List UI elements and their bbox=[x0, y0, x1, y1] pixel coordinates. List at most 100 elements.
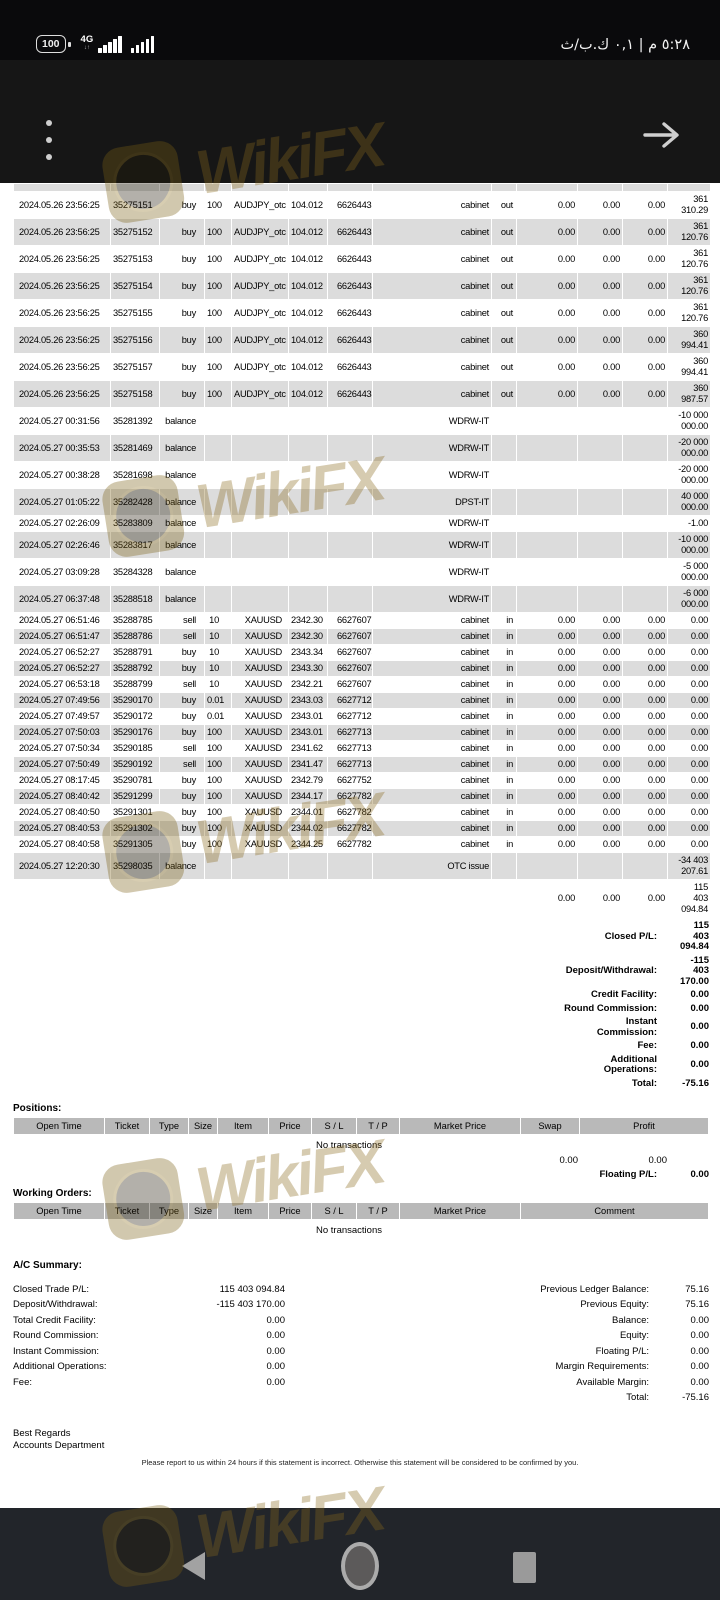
cell-amount: 40 000 000.00 bbox=[668, 489, 710, 515]
ac-value: 0.00 bbox=[690, 1376, 710, 1388]
col-header: Comment bbox=[521, 1203, 708, 1219]
cell-price: 104.012 bbox=[291, 307, 323, 318]
cell-order: 66277136 bbox=[337, 743, 372, 753]
transaction-row: 2024.05.27 03:09:28 35284328 balance WDRW-I… bbox=[14, 559, 710, 585]
signal-bars-icon-1 bbox=[98, 36, 122, 53]
cell-v2: 0.00 bbox=[602, 615, 620, 625]
cell-v3: 0.00 bbox=[647, 743, 665, 753]
ac-label: Margin Requirements: bbox=[555, 1361, 649, 1372]
cell-t: 2024.05.27 00:35:53 bbox=[14, 435, 110, 461]
cell-v2: 0.00 bbox=[602, 253, 620, 264]
cell-comment: cabinet bbox=[373, 821, 491, 836]
recents-icon[interactable] bbox=[513, 1552, 536, 1583]
menu-overflow-icon[interactable] bbox=[46, 120, 54, 171]
transaction-row: 2024.05.26 23:56:25 35275152 buy 100 AUDJPY_… bbox=[14, 219, 710, 245]
cell-amount: 361 120.76 bbox=[668, 219, 710, 245]
transaction-row: 2024.05.27 07:50:03 35290176 buy 100 XAUUSD 2… bbox=[14, 725, 710, 740]
total-value: -75.16 bbox=[682, 1077, 709, 1089]
col-header: Swap bbox=[521, 1118, 579, 1134]
cell-t bbox=[14, 880, 110, 917]
cell-t: 2024.05.27 00:38:28 bbox=[19, 469, 100, 480]
cell-dir: in bbox=[506, 679, 513, 689]
cell-v2: 0.00 bbox=[578, 629, 622, 644]
cell-v1: 0.00 bbox=[557, 679, 575, 689]
ac-label: Balance: bbox=[612, 1314, 649, 1326]
cell-v3: 0.00 bbox=[623, 327, 667, 353]
cell-price bbox=[289, 853, 327, 879]
cell-order bbox=[328, 489, 372, 515]
cell-dir: in bbox=[506, 807, 513, 817]
cell-type: buy bbox=[181, 361, 197, 372]
cell-size bbox=[205, 853, 231, 879]
cell-amount: -20 000 000.00 bbox=[668, 435, 710, 461]
cell-id bbox=[111, 880, 159, 917]
cell-amount: 0.00 bbox=[690, 807, 708, 817]
cell-size bbox=[205, 408, 231, 434]
cell-id: 35281698 bbox=[113, 469, 153, 480]
home-icon[interactable] bbox=[341, 1542, 379, 1590]
cell-v2: 0.00 bbox=[578, 821, 622, 836]
cell-item: XAUUSD bbox=[244, 647, 283, 657]
network-type-indicator: 4G ↓↑ bbox=[81, 35, 94, 53]
cell-size: 100 bbox=[205, 789, 231, 804]
total-label: Instant Commission: bbox=[596, 1016, 657, 1038]
cell-t: 2024.05.27 08:17:45 bbox=[19, 775, 100, 785]
cell-v3 bbox=[623, 853, 667, 879]
cell-id: 35281469 bbox=[111, 435, 159, 461]
cell-size bbox=[205, 586, 231, 612]
cell-amount: 0.00 bbox=[690, 711, 708, 721]
cell-order bbox=[328, 408, 372, 434]
cell-t: 2024.05.27 08:40:53 bbox=[14, 821, 110, 836]
transaction-row: 2024.05.26 23:56:25 35275153 buy 100 AUDJPY_… bbox=[14, 246, 710, 272]
col-header: Price bbox=[269, 1203, 311, 1219]
total-label: Additional Operations: bbox=[603, 1053, 657, 1075]
cell-v1: 0.00 bbox=[557, 711, 575, 721]
cell-amount: 0.00 bbox=[668, 789, 710, 804]
total-label: Credit Facility: bbox=[591, 989, 657, 1000]
status-bar: 100 4G ↓↑ ٥:٢٨ م | ٠,١ ك.ب/ث bbox=[0, 0, 720, 60]
cell-price bbox=[289, 435, 327, 461]
cell-v1: 0.00 bbox=[557, 307, 575, 318]
cell-item: AUDJPY_otc bbox=[232, 219, 288, 245]
back-icon[interactable] bbox=[182, 1552, 205, 1580]
cell-amount: 361 120.76 bbox=[668, 273, 710, 299]
cell-price bbox=[289, 462, 327, 488]
cell-t: 2024.05.27 08:40:50 bbox=[19, 807, 100, 817]
col-header: Ticket bbox=[105, 1118, 149, 1134]
transaction-row: 2024.05.27 08:40:50 35291301 buy 100 XAUUSD 2… bbox=[14, 805, 710, 820]
cell-price: 2343.03 bbox=[289, 693, 327, 708]
cell-price: 104.012 bbox=[289, 273, 327, 299]
transactions-table: 2024.05.26 23:56:25 35275151 buy 100 AUDJPY_… bbox=[13, 183, 711, 918]
cell-id: 35283809 bbox=[113, 518, 153, 528]
cell-price: 2344.02 bbox=[289, 821, 327, 836]
cell-type: buy bbox=[181, 253, 197, 264]
total-row: Fee: 0.00 bbox=[13, 1040, 709, 1052]
transaction-row: 2024.05.27 00:35:53 35281469 balance WDRW-I… bbox=[14, 435, 710, 461]
cell-amount: 0.00 bbox=[690, 839, 708, 849]
transaction-row: 2024.05.27 07:50:49 35290192 sell 100 XAUUSD… bbox=[14, 757, 710, 772]
cell-amount: 360 994.41 bbox=[668, 327, 710, 353]
cell-v1 bbox=[517, 435, 577, 461]
cell-comment: cabinet bbox=[373, 629, 491, 644]
cell-price: 2341.62 bbox=[291, 743, 323, 753]
positions-values-row: 0.00 0.00 bbox=[13, 1155, 709, 1166]
cell-id: 35291301 bbox=[113, 807, 153, 817]
cell-item bbox=[232, 559, 288, 585]
transaction-row: 2024.05.27 06:51:46 35288785 sell 10 XAUUSD 2… bbox=[14, 613, 710, 628]
col-header: S / L bbox=[312, 1203, 356, 1219]
transaction-row: 2024.05.27 08:40:42 35291299 buy 100 XAUUSD 2… bbox=[14, 789, 710, 804]
forward-arrow-icon[interactable] bbox=[642, 120, 682, 155]
cell-comment bbox=[373, 880, 491, 917]
cell-item: AUDJPY_otc bbox=[232, 381, 288, 407]
cell-id: 35283817 bbox=[111, 532, 159, 558]
cell-type: balance bbox=[160, 853, 204, 879]
floating-pl-label: Floating P/L: bbox=[599, 1169, 657, 1180]
transaction-row: 2024.05.26 23:56:25 35275154 buy 100 AUDJPY_… bbox=[14, 273, 710, 299]
cell-type: buy bbox=[160, 219, 204, 245]
ac-summary-right-column: Previous Ledger Balance: 75.16 Previous Eq… bbox=[325, 1279, 709, 1408]
cell-v2: 0.00 bbox=[578, 757, 622, 772]
cell-size: 100 bbox=[205, 327, 231, 353]
cell-item: XAUUSD bbox=[232, 725, 288, 740]
col-header: Item bbox=[218, 1118, 268, 1134]
ac-value: 0.00 bbox=[690, 1345, 710, 1357]
